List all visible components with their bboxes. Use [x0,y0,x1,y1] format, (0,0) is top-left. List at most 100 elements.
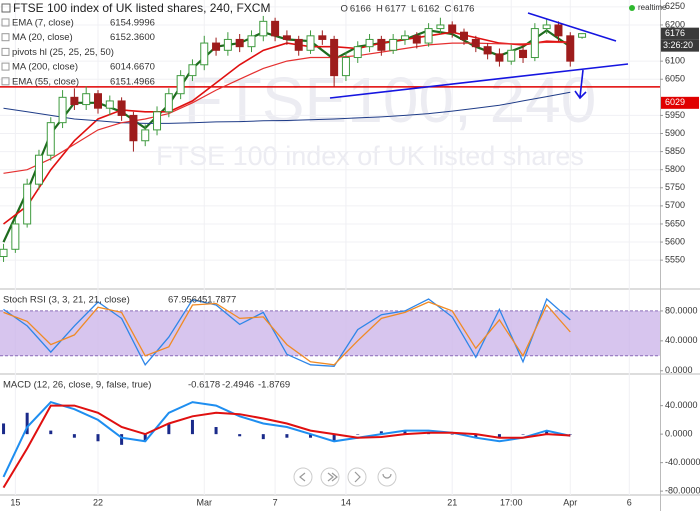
nav-button[interactable] [293,467,313,487]
legend-box [1,33,10,42]
y-tick-label: 5650 [665,218,685,228]
candle-body [58,96,67,124]
nav-icon [354,471,361,483]
y-tick-label: 5950 [665,110,685,120]
legend-box [1,47,10,56]
ohlc-key: L [411,4,416,15]
nav-button[interactable] [377,467,397,487]
histogram-bar [568,434,572,435]
candle-body [318,35,327,40]
candle-body [200,42,209,66]
candle-body [483,46,492,55]
legend-value: 6152.3600 [110,32,155,43]
ohlc-value: 6162 [418,4,439,15]
legend-name: MACD (12, 26, close, 9, false, true) [3,380,151,391]
trendline [527,12,617,42]
legend-value: 6154.9996 [110,18,155,29]
candle-body [212,42,221,51]
candle-body [282,35,291,40]
legend-name: EMA (55, close) [12,76,79,87]
countdown-label: 3:26:20 [663,40,693,50]
y-tick-label: 5700 [665,200,685,210]
candle-body [82,93,91,106]
y-tick-label: 0.0000 [665,365,693,375]
histogram-bar [450,434,454,435]
y-tick-label: 40.0000 [665,335,698,345]
candle-body [11,223,20,250]
indicator-line [3,91,571,124]
x-tick-label: 7 [273,497,278,507]
histogram-bar [143,434,147,442]
band [0,310,660,356]
candle-body [412,35,421,44]
histogram-bar [238,434,242,437]
x-tick-label: 21 [447,497,457,507]
candle-body [341,57,350,77]
histogram-bar [521,434,525,435]
nav-button[interactable] [347,467,367,487]
candle-body [70,96,79,106]
histogram-bar [96,434,100,442]
y-tick-label: 6250 [665,1,685,11]
legend-value: -1.8769 [258,380,290,391]
ohlc-value: 6177 [385,4,406,15]
x-tick-label: 17:00 [500,497,523,507]
candle-body [471,38,480,48]
countdown-tag [661,39,699,52]
histogram-bar [379,431,383,435]
price-tag [661,27,699,40]
ohlc-value: 6176 [453,4,474,15]
candle-body [530,28,539,59]
level-tag-label: 6029 [665,97,685,107]
y-tick-label: 5850 [665,146,685,156]
histogram-bar [497,434,501,438]
histogram-bar [309,434,313,438]
candle-body [495,53,504,62]
y-tick-label: -40.0000 [665,457,700,467]
x-tick-label: 15 [10,497,20,507]
candle-body [389,38,398,51]
ohlc-key: H [376,4,383,15]
nav-button[interactable] [320,467,340,487]
histogram-bar [214,427,218,435]
status-label: realtime [638,3,667,12]
legend-value: 51.7877 [202,295,236,306]
candle-body [129,114,138,142]
y-tick-label: 40.0000 [665,400,698,410]
candle-body [377,38,386,51]
ohlc-key: O [340,4,347,15]
candle-body [578,33,587,38]
y-tick-label: 5550 [665,255,685,265]
candle-body [542,24,551,30]
candle-body [424,28,433,44]
y-tick-label: 5800 [665,164,685,174]
histogram-bar [261,434,265,440]
candle-body [271,20,280,37]
candle-body [507,49,516,62]
candle-body [519,49,528,59]
candle-body [353,46,362,59]
legend-name: MA (200, close) [12,62,78,73]
x-tick-label: Mar [197,497,213,507]
candle-body [400,35,409,40]
candle-body [0,248,8,258]
histogram-bar [356,434,360,435]
ohlc-value: 6166 [350,4,371,15]
macd-line [2,404,571,489]
candle-body [34,154,43,185]
y-tick-label: 6100 [665,56,685,66]
legend-value: -2.4946 [222,380,254,391]
x-tick-label: 22 [93,497,103,507]
legend-box [1,18,10,27]
candle-body [141,129,150,142]
nav-icon [327,472,338,482]
candle-body [247,35,256,48]
stoch-line [3,301,571,366]
candle-body [23,183,32,225]
legend-name: MA (20, close) [12,32,73,43]
candle-body [306,35,315,51]
x-tick-label: 6 [627,497,632,507]
legend-box [1,62,10,71]
